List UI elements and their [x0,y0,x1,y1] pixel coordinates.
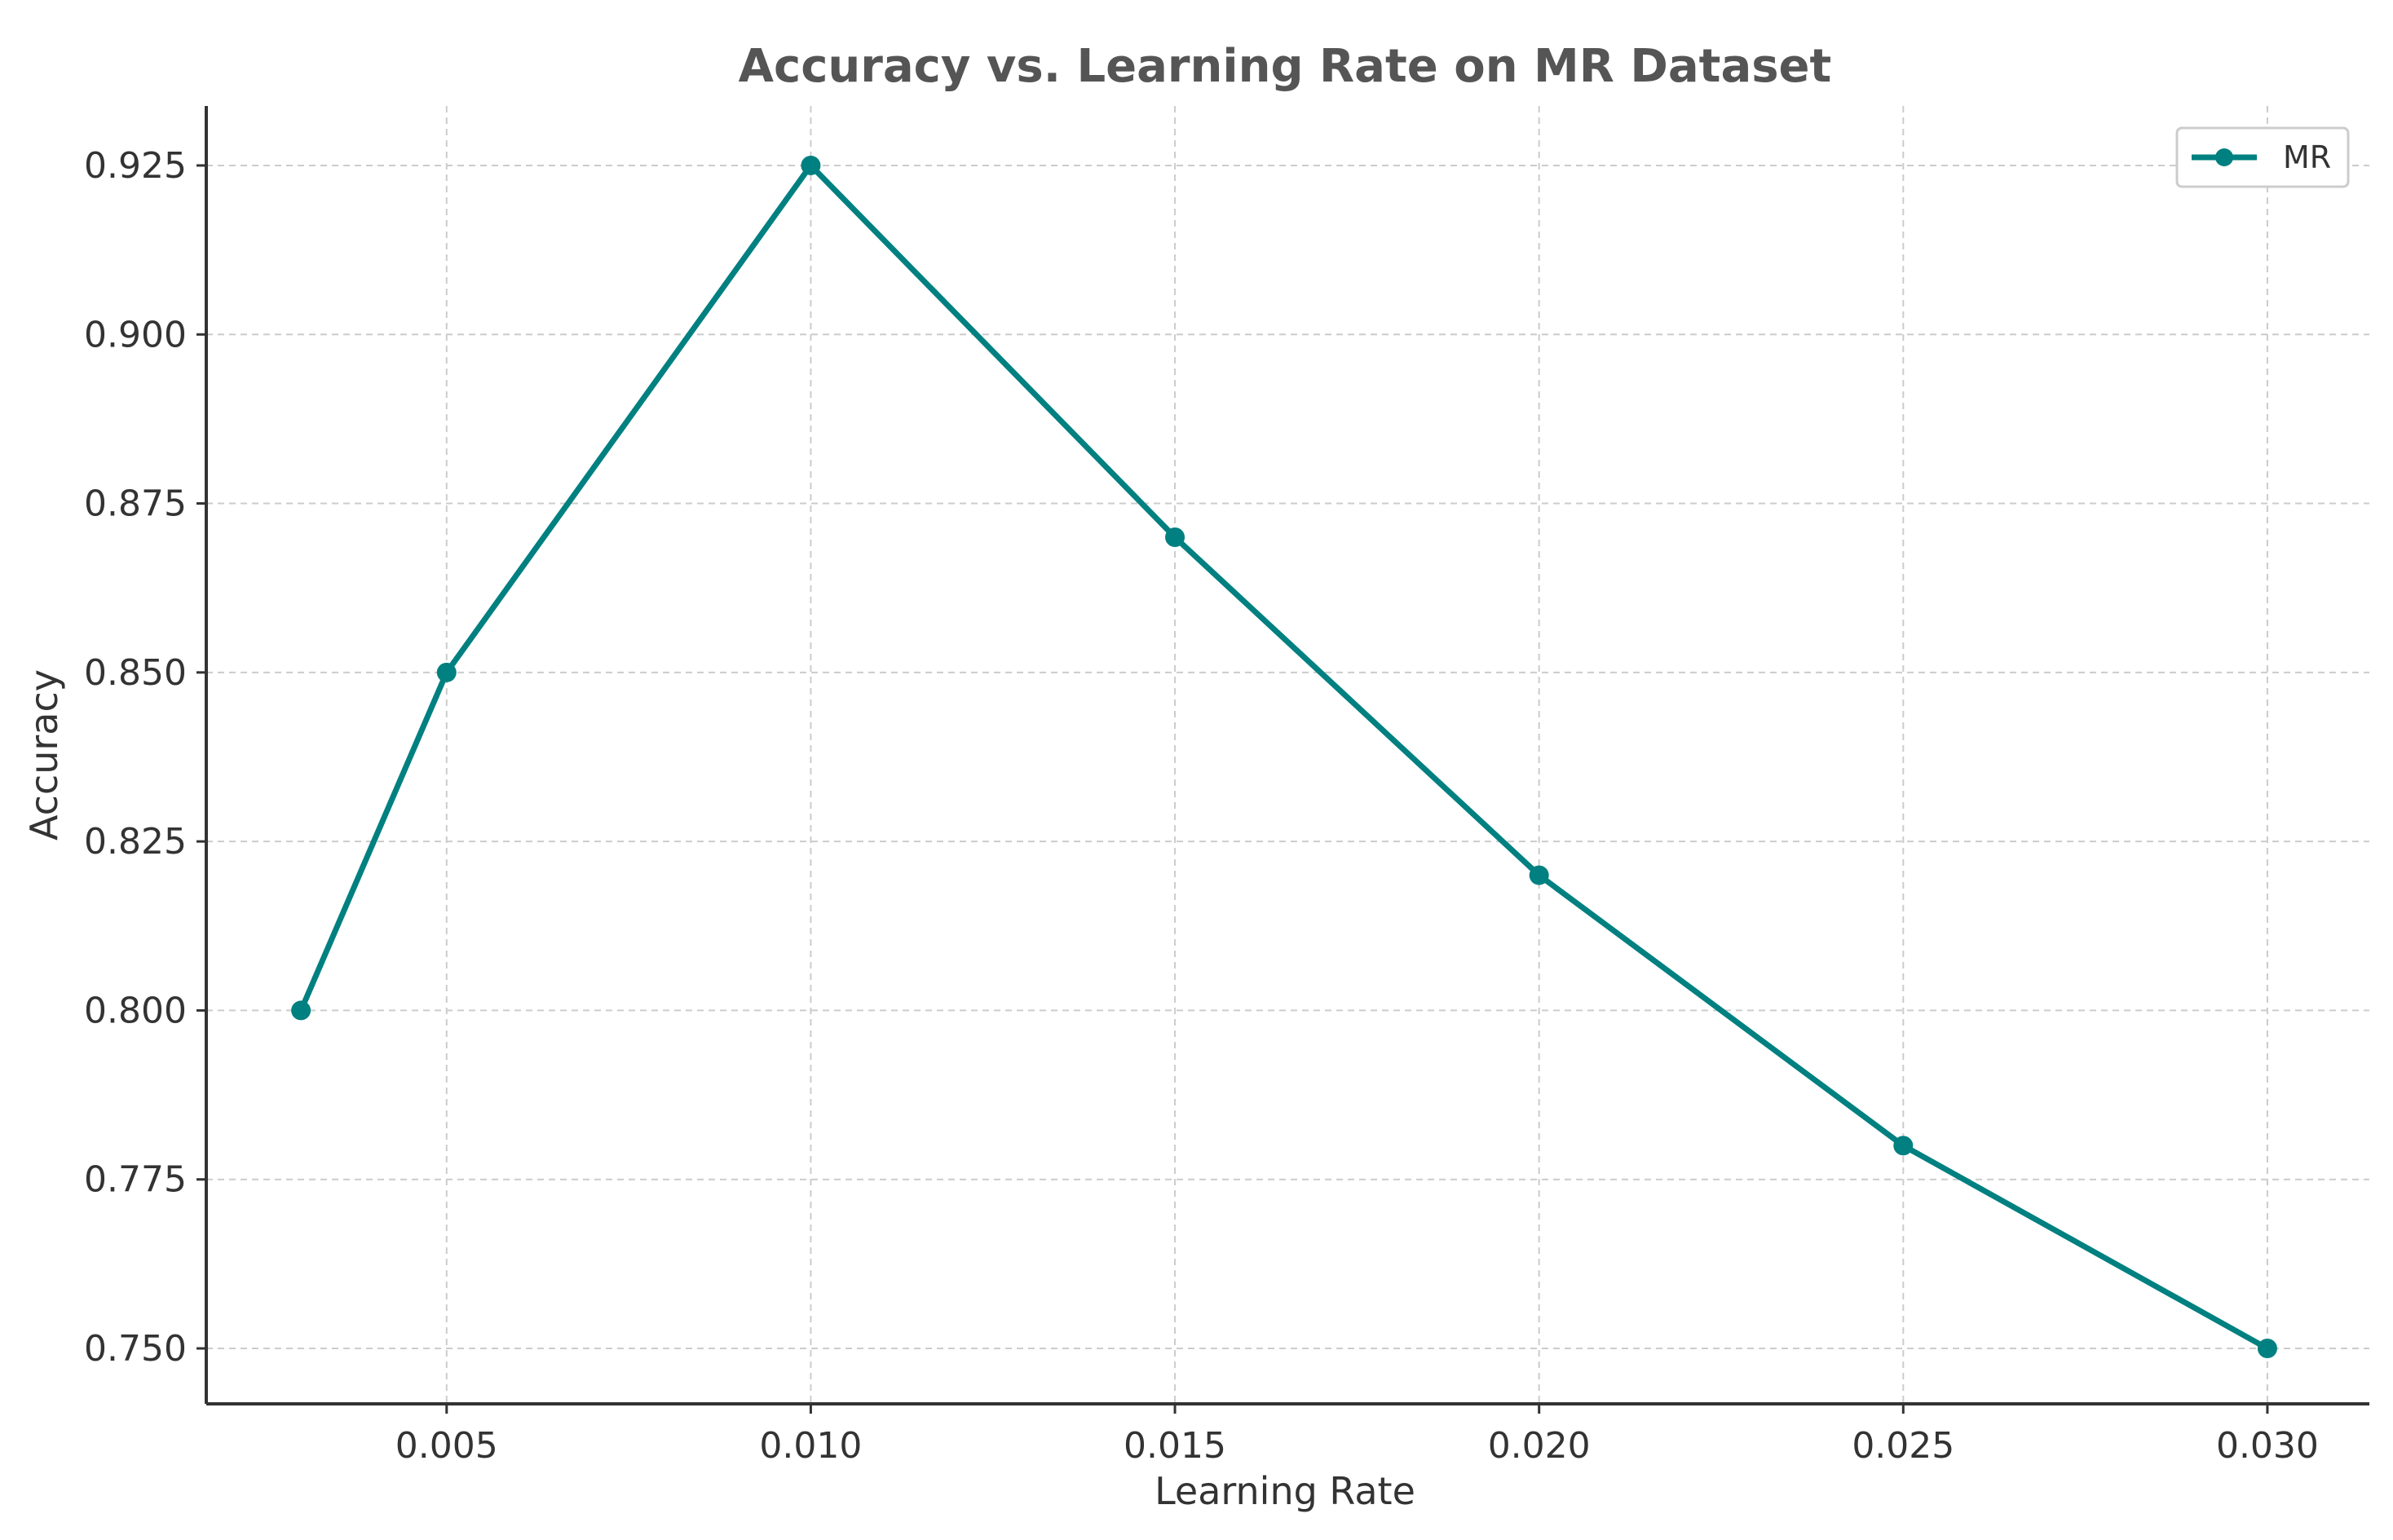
x-tick-label: 0.005 [395,1425,498,1467]
data-point [436,662,457,682]
legend-box [2175,126,2350,188]
x-tick-label: 0.015 [1124,1425,1226,1467]
series-layer [291,155,2277,1359]
y-tick-label: 0.775 [84,1159,187,1201]
chart-title: Accuracy vs. Learning Rate on MR Dataset [739,40,1832,93]
y-tick-label: 0.750 [84,1328,187,1370]
legend: MR [2175,126,2350,188]
data-point [2257,1339,2277,1359]
x-tick-label: 0.020 [1488,1425,1591,1467]
x-tick-label: 0.030 [2216,1425,2319,1467]
data-point [801,155,821,175]
series-line-mr [298,162,2271,1352]
y-tick-label: 0.900 [84,314,187,355]
data-point [1529,865,1549,885]
data-point [1165,527,1185,548]
axes [205,106,2369,1405]
data-point [291,1000,311,1021]
legend-point-marker [2215,148,2233,166]
y-tick-label: 0.850 [84,652,187,694]
data-point [1893,1136,1914,1156]
x-tick-label: 0.010 [759,1425,862,1467]
legend-label-mr: MR [2283,139,2331,175]
y-axis-label: Accuracy [22,669,66,841]
x-tick-label: 0.025 [1852,1425,1954,1467]
y-tick-label: 0.925 [84,145,187,187]
grid [206,106,2369,1404]
y-tick-label: 0.800 [84,990,187,1031]
ticks: 0.005 0.010 0.015 0.020 0.025 0.030 0.750 0.775… [84,145,2319,1467]
y-tick-label: 0.875 [84,483,187,525]
y-tick-label: 0.825 [84,821,187,863]
x-axis-label: Learning Rate [1155,1469,1415,1513]
